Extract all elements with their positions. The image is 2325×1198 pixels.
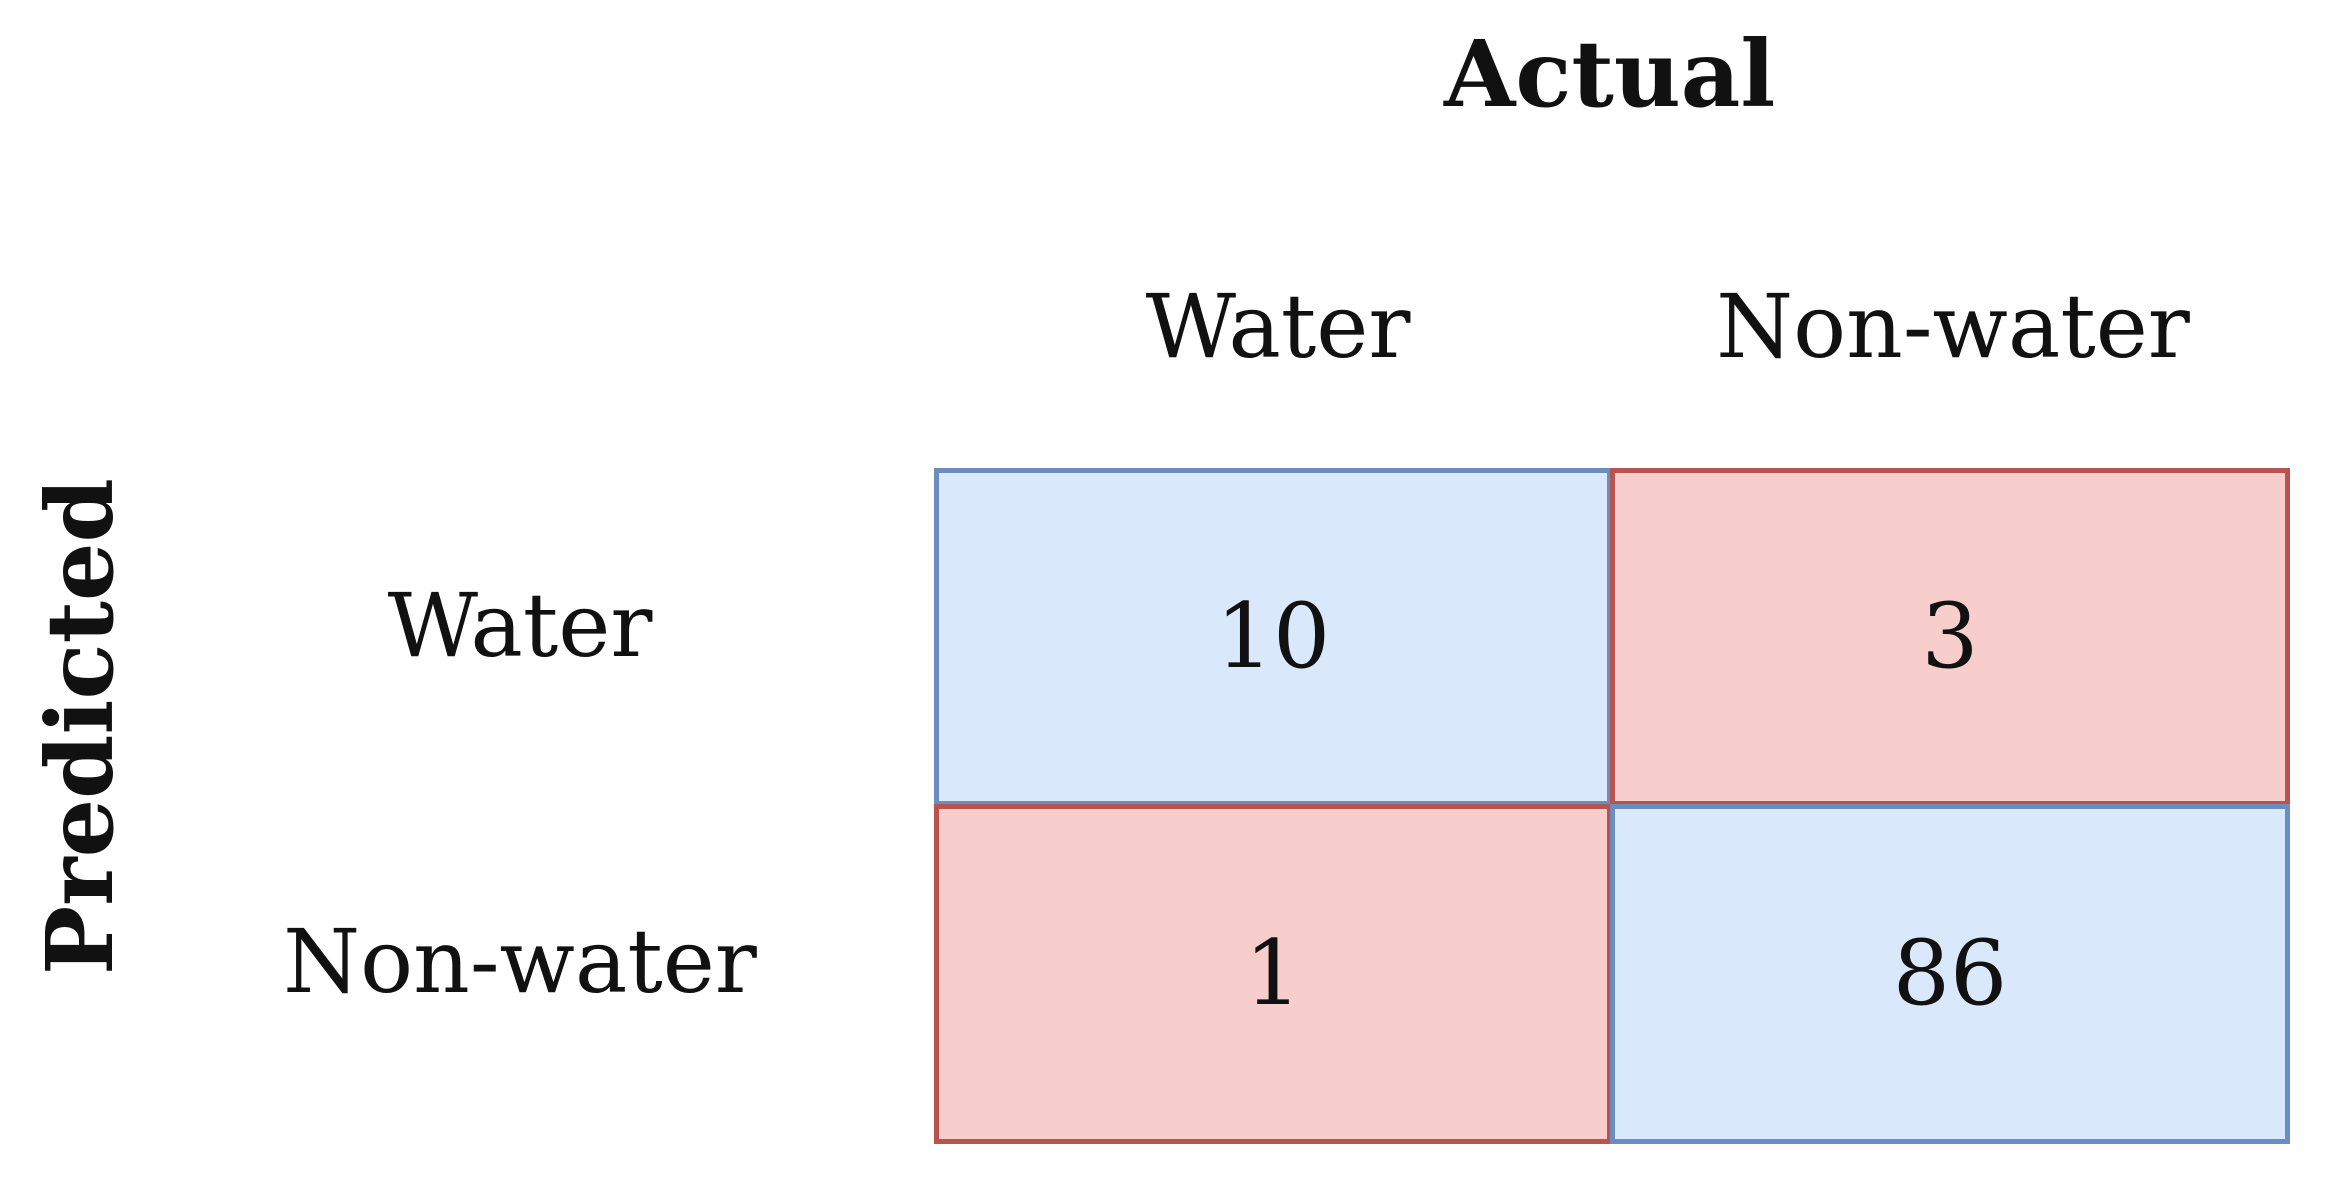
row-label-water: Water [387, 574, 653, 677]
column-label-non-water: Non-water [1716, 275, 2190, 378]
cell-true-negative: 86 [1610, 804, 2290, 1144]
confusion-matrix: 10 3 1 86 [934, 468, 2290, 1144]
cell-false-negative: 1 [934, 804, 1612, 1144]
column-label-water: Water [1145, 275, 1411, 378]
predicted-axis-title: Predicted [26, 478, 134, 975]
cell-false-positive: 3 [1610, 468, 2290, 806]
row-label-non-water: Non-water [283, 910, 757, 1013]
actual-axis-title: Actual [1444, 20, 1776, 128]
cell-true-positive: 10 [934, 468, 1612, 806]
